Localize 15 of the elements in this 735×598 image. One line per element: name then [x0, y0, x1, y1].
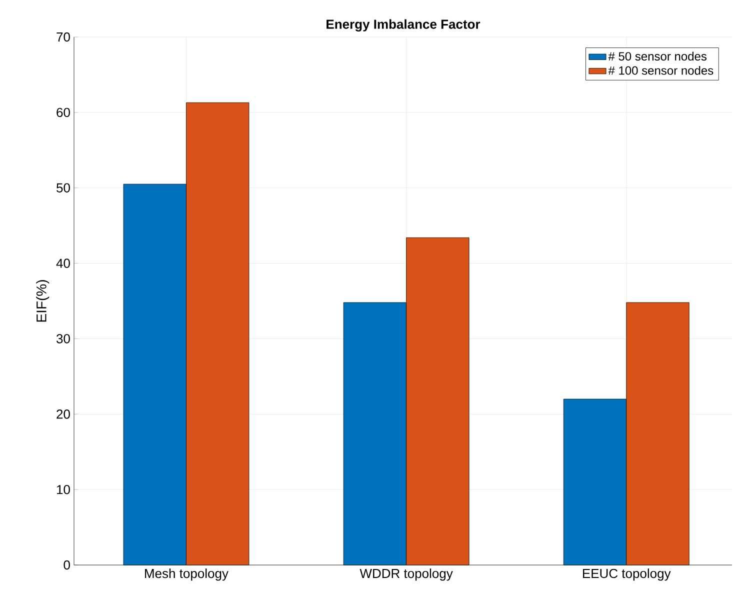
legend-label: # 100 sensor nodes — [608, 66, 714, 75]
y-axis-title: EIF(%) — [36, 280, 50, 322]
y-tick-label: 0 — [64, 560, 70, 570]
y-tick-label: 10 — [57, 484, 70, 494]
y-tick-label: 60 — [56, 108, 70, 118]
x-tick-label: EEUC topology — [583, 568, 671, 581]
y-tick-label: 40 — [56, 258, 70, 268]
legend-label: # 50 sensor nodes — [608, 52, 707, 61]
x-tick-label: Mesh topology — [145, 568, 228, 581]
y-tick-label: 30 — [56, 334, 70, 344]
y-tick-label: 50 — [56, 183, 70, 192]
y-tick-label: 20 — [56, 410, 70, 419]
chart-title: Energy Imbalance Factor — [326, 19, 480, 32]
y-tick-label: 70 — [56, 32, 70, 42]
x-tick-label: WDDR topology — [360, 568, 453, 581]
